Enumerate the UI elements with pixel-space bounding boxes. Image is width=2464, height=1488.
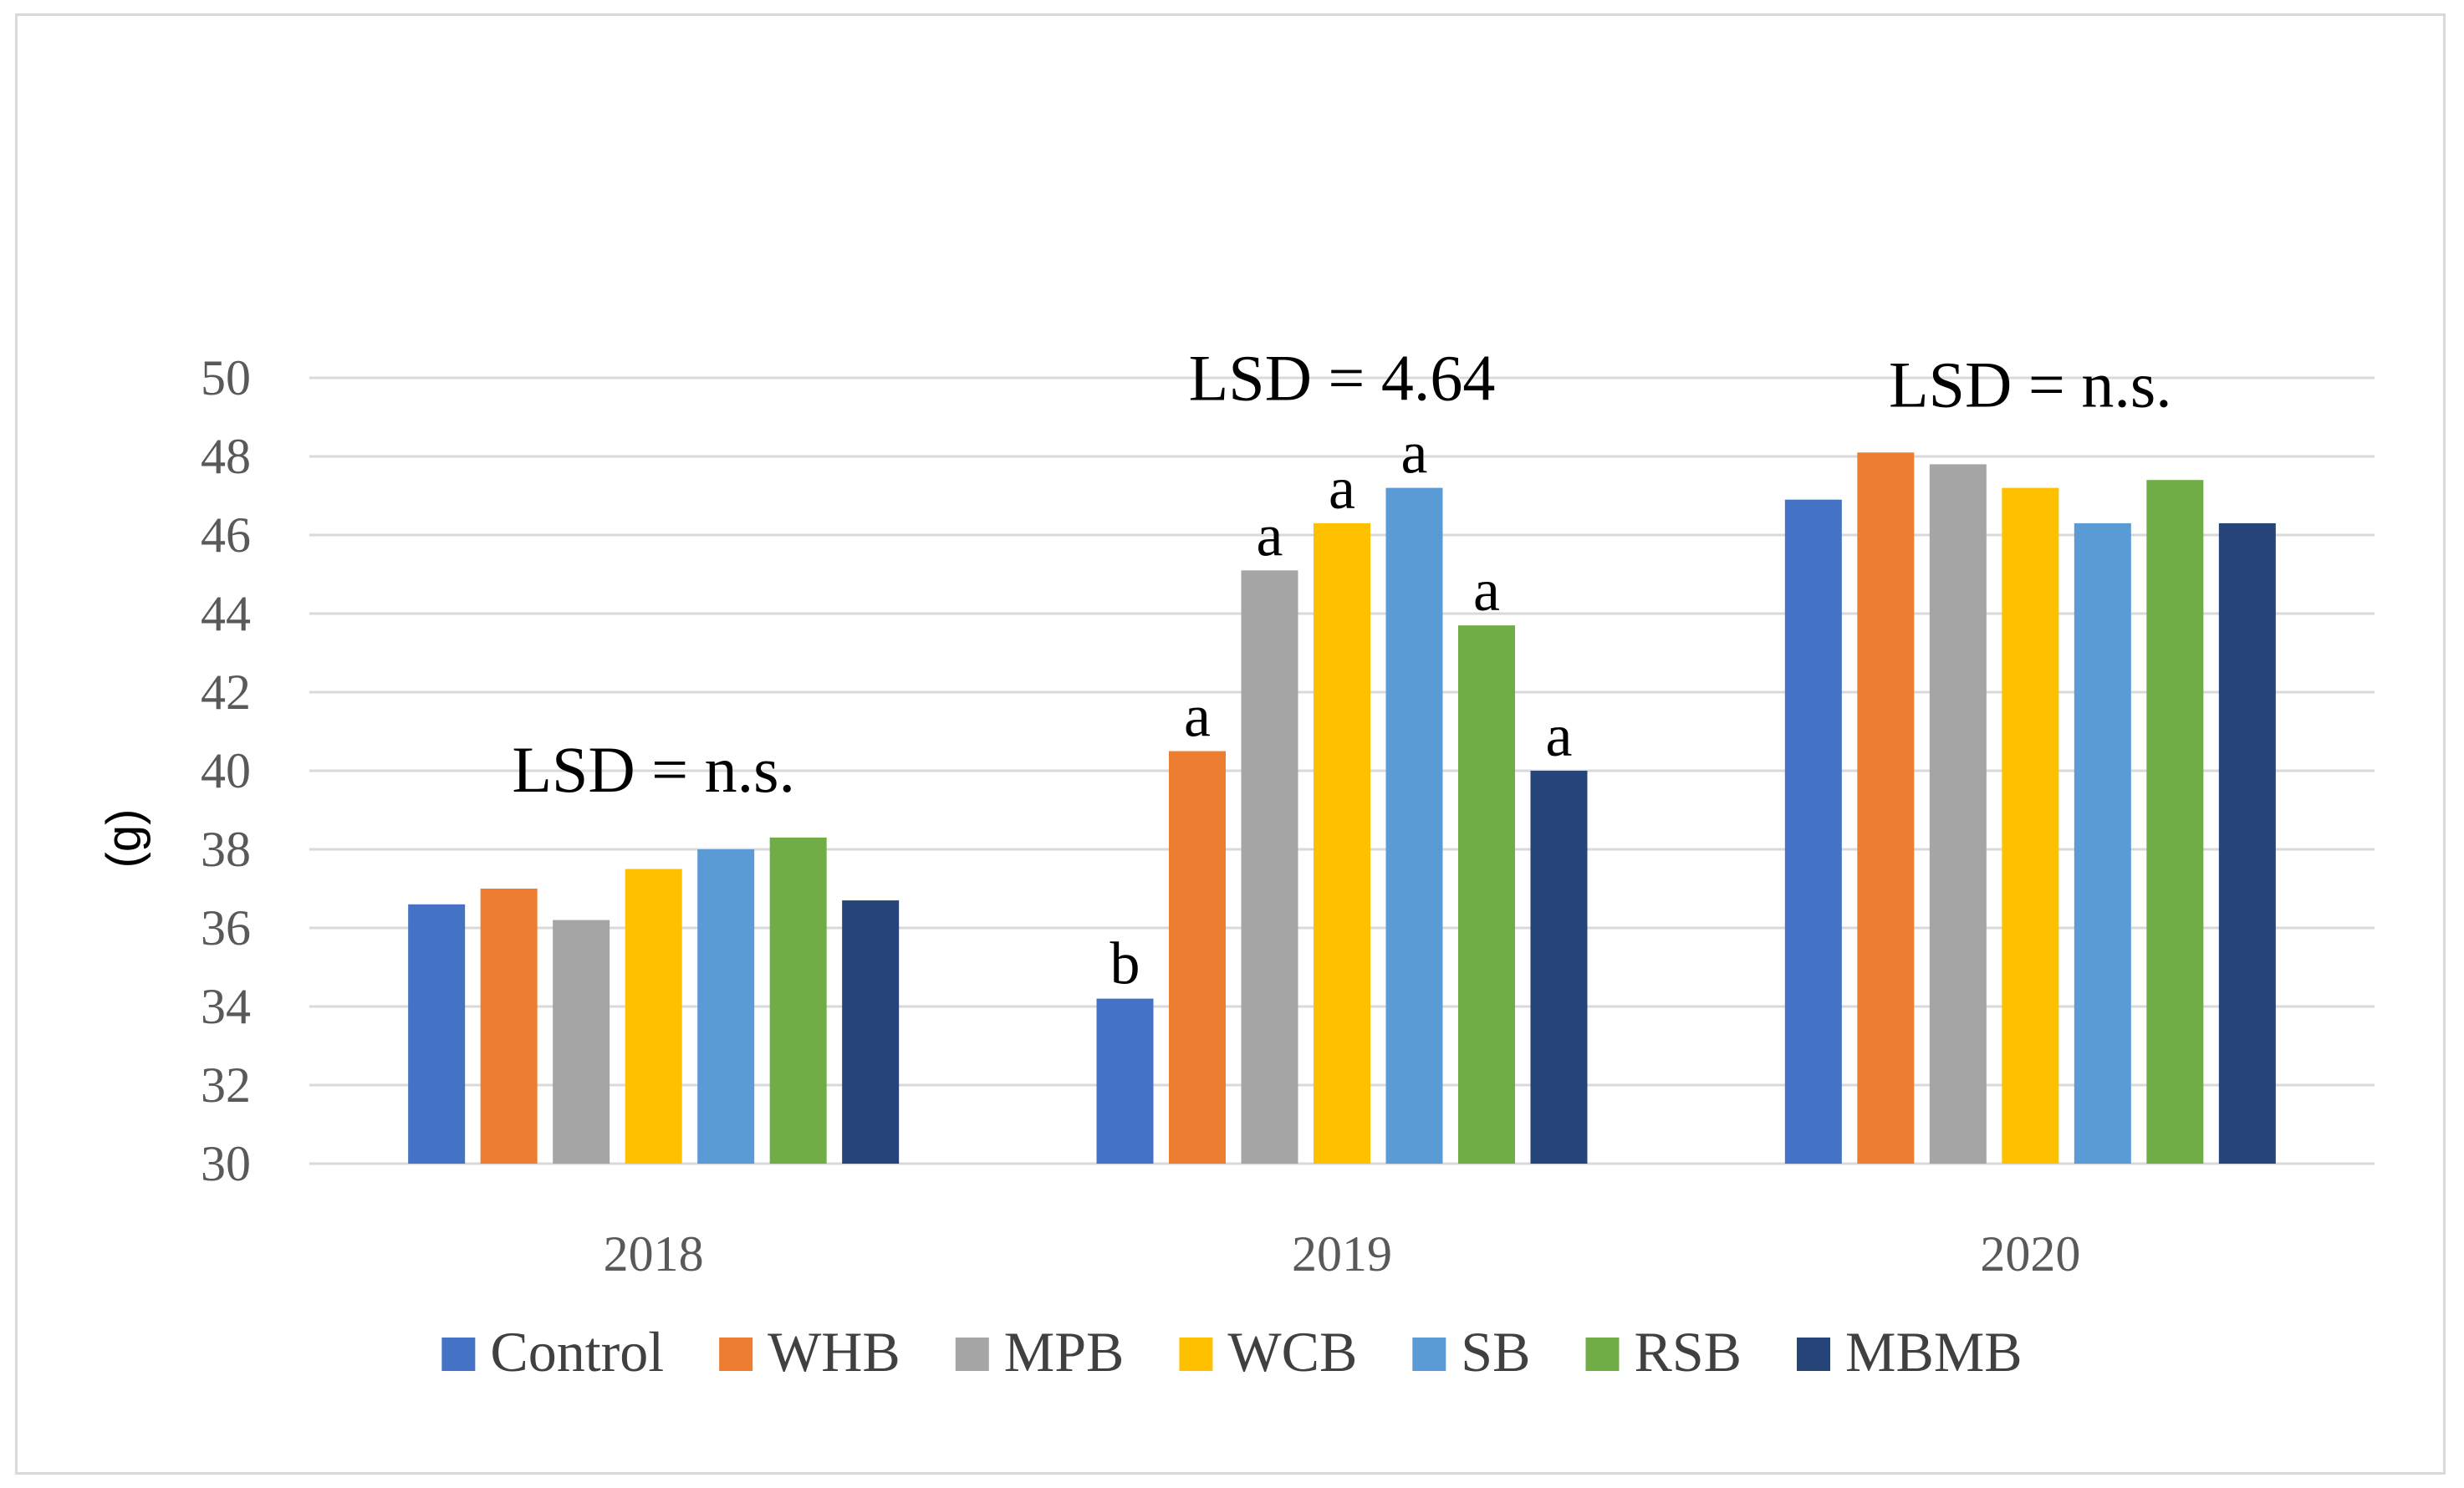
x-axis-ticks: 2018 2019 2020 [604,1226,2081,1282]
bar-sb-2018 [697,849,755,1164]
legend: Control WHB MPB WCB SB RSB MBMB [441,1320,2023,1384]
bar-mbmb-2018 [842,900,900,1164]
legend-swatch-whb [719,1338,753,1371]
bar-rsb-2020 [2146,480,2204,1164]
legend-label-mbmb: MBMB [1845,1320,2023,1384]
lsd-annotation-2020: LSD = n.s. [1889,348,2172,420]
legend-label-mpb: MPB [1004,1320,1125,1384]
y-axis-label: (g) [97,809,151,869]
bar-label-sb-2019: a [1401,420,1428,487]
legend-swatch-sb [1412,1338,1446,1371]
lsd-annotation-2018: LSD = n.s. [512,733,795,806]
y-tick-44: 44 [201,586,251,641]
bar-mbmb-2019 [1530,771,1588,1164]
bar-sb-2019 [1385,487,1443,1164]
bar-whb-2018 [480,889,538,1164]
bars [408,452,2276,1164]
group-annotations: LSD = n.s. LSD = 4.64 LSD = n.s. [512,342,2171,806]
bar-mpb-2019 [1241,570,1298,1164]
bar-wcb-2020 [2002,487,2059,1164]
lsd-annotation-2019: LSD = 4.64 [1189,342,1496,415]
y-tick-30: 30 [201,1136,251,1191]
legend-swatch-mpb [955,1338,989,1371]
bar-label-rsb-2019: a [1473,557,1500,624]
x-tick-2018: 2018 [604,1226,704,1282]
bar-whb-2019 [1169,751,1226,1164]
y-tick-42: 42 [201,665,251,720]
bar-mbmb-2020 [2218,522,2276,1164]
legend-swatch-mbmb [1797,1338,1831,1371]
x-tick-2019: 2019 [1292,1226,1392,1282]
y-axis-ticks: 30 32 34 36 38 40 42 44 46 48 50 [201,350,251,1191]
bar-label-mpb-2019: a [1257,502,1283,568]
bar-rsb-2019 [1458,625,1515,1164]
y-tick-50: 50 [201,350,251,405]
legend-label-whb: WHB [768,1320,900,1384]
bar-sb-2020 [2074,522,2131,1164]
y-tick-32: 32 [201,1057,251,1113]
bar-label-control-2019: b [1110,930,1140,997]
bar-label-wcb-2019: a [1329,455,1355,522]
y-tick-46: 46 [201,507,251,563]
y-tick-38: 38 [201,822,251,877]
bar-control-2018 [408,904,466,1164]
y-tick-40: 40 [201,743,251,798]
bar-rsb-2018 [769,837,827,1164]
legend-label-control: Control [490,1320,664,1384]
y-tick-48: 48 [201,429,251,484]
bar-control-2019 [1096,998,1154,1164]
legend-swatch-rsb [1585,1338,1620,1371]
legend-label-sb: SB [1461,1320,1530,1384]
bar-label-mbmb-2019: a [1546,702,1573,769]
legend-swatch-control [441,1338,476,1371]
bar-mpb-2018 [553,920,610,1164]
legend-label-rsb: RSB [1634,1320,1742,1384]
y-tick-36: 36 [201,900,251,955]
bar-whb-2020 [1857,452,1915,1164]
bar-wcb-2019 [1314,522,1370,1164]
bar-wcb-2018 [625,869,682,1164]
bar-label-whb-2019: a [1184,683,1211,750]
y-tick-34: 34 [201,979,251,1034]
legend-label-wcb: WCB [1227,1320,1357,1384]
bar-control-2020 [1784,499,1842,1164]
x-tick-2020: 2020 [1980,1226,2080,1282]
bar-mpb-2020 [1929,464,1987,1164]
legend-swatch-wcb [1179,1338,1213,1371]
